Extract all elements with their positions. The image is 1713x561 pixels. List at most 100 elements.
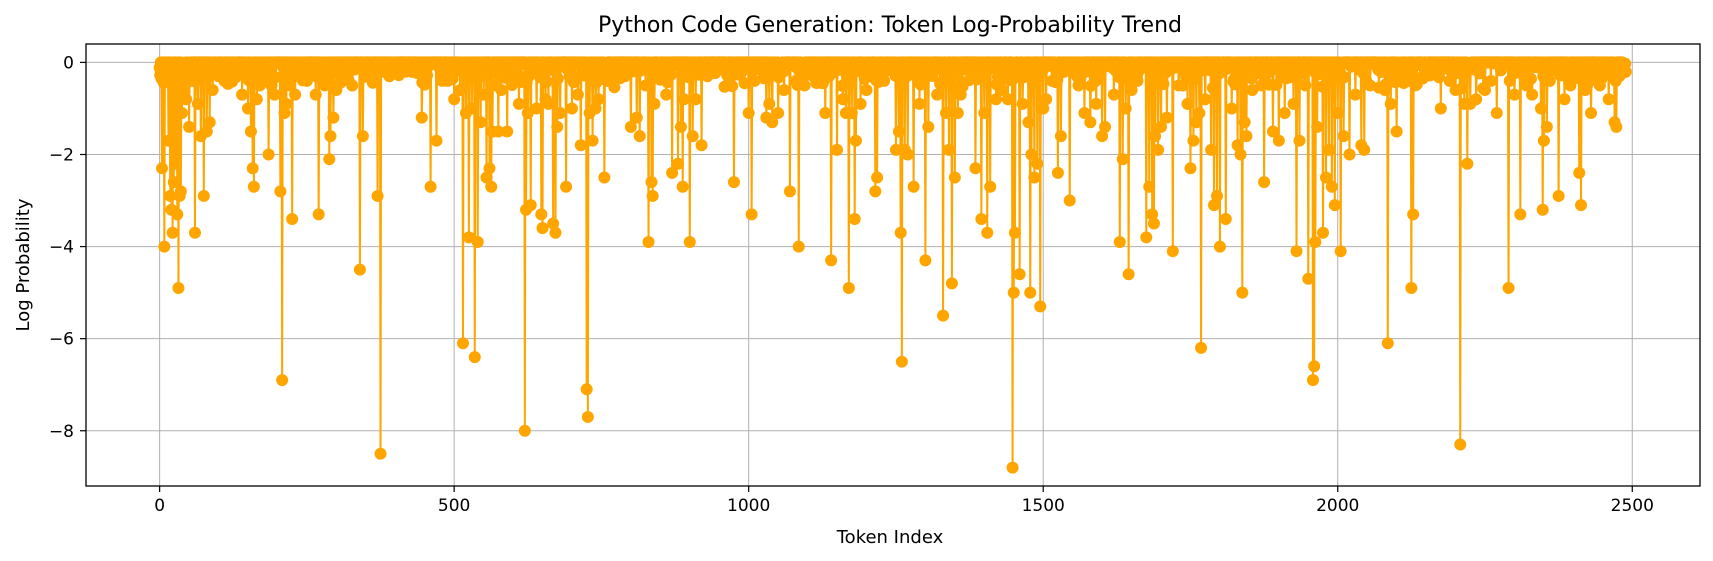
data-point (1006, 461, 1019, 474)
data-point (568, 70, 581, 83)
data-point (1502, 282, 1515, 295)
data-point (1343, 148, 1356, 161)
data-point (462, 231, 475, 244)
data-point (236, 88, 249, 101)
data-point (978, 107, 991, 120)
data-point (1008, 226, 1021, 239)
data-point (1461, 157, 1474, 170)
data-point (1434, 102, 1447, 115)
data-point (1309, 235, 1322, 248)
data-point (624, 120, 637, 133)
data-point (180, 93, 193, 106)
data-point (1096, 130, 1109, 143)
data-point (1390, 125, 1403, 138)
data-point (246, 162, 259, 175)
data-point (160, 74, 173, 87)
data-point (1155, 120, 1168, 133)
data-point (922, 120, 935, 133)
data-point (854, 97, 867, 110)
data-point (1473, 67, 1486, 80)
data-point (689, 93, 702, 106)
data-point (1213, 240, 1226, 253)
data-point (1381, 337, 1394, 350)
data-point (742, 107, 755, 120)
series-markers (153, 56, 1632, 474)
data-point (170, 139, 183, 152)
data-point (524, 199, 537, 212)
data-point (283, 79, 296, 92)
data-point (250, 93, 263, 106)
data-point (289, 88, 302, 101)
data-point (1028, 171, 1041, 184)
data-point (1131, 74, 1144, 87)
data-point (1225, 102, 1238, 115)
data-point (1524, 72, 1537, 85)
data-point (1526, 88, 1539, 101)
data-point (327, 111, 340, 124)
data-point (1054, 130, 1067, 143)
data-point (1152, 143, 1165, 156)
data-point (1328, 199, 1341, 212)
data-point (1143, 180, 1156, 193)
data-point (1146, 208, 1159, 221)
data-point (892, 125, 905, 138)
data-point (1534, 102, 1547, 115)
data-point (1456, 82, 1469, 95)
data-point (901, 148, 914, 161)
data-point (1470, 93, 1483, 106)
data-point (1490, 107, 1503, 120)
x-axis: 0 500 1000 1500 2000 2500 (154, 486, 1654, 516)
data-point (1536, 203, 1549, 216)
data-point (571, 88, 584, 101)
data-point (554, 107, 567, 120)
data-point (1552, 189, 1565, 202)
data-point (551, 72, 564, 85)
data-point (323, 153, 336, 166)
data-point (448, 93, 461, 106)
data-point (1206, 82, 1219, 95)
data-point (1195, 341, 1208, 354)
data-point (1147, 217, 1160, 230)
data-point (269, 71, 282, 84)
data-point (889, 143, 902, 156)
data-point (1166, 245, 1179, 258)
data-point (415, 111, 428, 124)
data-point (860, 84, 873, 97)
data-point (1246, 84, 1259, 97)
data-point (1026, 73, 1039, 86)
data-point (926, 69, 939, 82)
data-point (1063, 194, 1076, 207)
plot-area (85, 43, 1701, 487)
data-point (1558, 93, 1571, 106)
data-point (766, 116, 779, 129)
data-point (547, 217, 560, 230)
data-point (312, 208, 325, 221)
data-point (244, 125, 257, 138)
data-point (1514, 208, 1527, 221)
data-point (471, 235, 484, 248)
data-point (878, 74, 891, 87)
data-point (167, 176, 180, 189)
data-point (1122, 268, 1135, 281)
x-tick-label: 0 (154, 496, 165, 516)
data-point (1575, 199, 1588, 212)
data-point (1302, 272, 1315, 285)
data-point (1322, 143, 1335, 156)
data-point (518, 424, 531, 437)
data-point (763, 97, 776, 110)
data-point (1479, 84, 1491, 97)
data-point (371, 189, 384, 202)
data-point (465, 102, 478, 115)
data-point (760, 72, 773, 85)
data-point (1384, 97, 1397, 110)
data-point (1293, 134, 1306, 147)
data-point (848, 212, 861, 225)
data-point (1193, 107, 1206, 120)
data-point (421, 69, 434, 82)
data-point (492, 125, 505, 138)
data-point (1290, 245, 1303, 258)
plot-frame (85, 43, 1701, 487)
data-point (172, 282, 185, 295)
data-point (1358, 143, 1371, 156)
data-point (1407, 208, 1420, 221)
